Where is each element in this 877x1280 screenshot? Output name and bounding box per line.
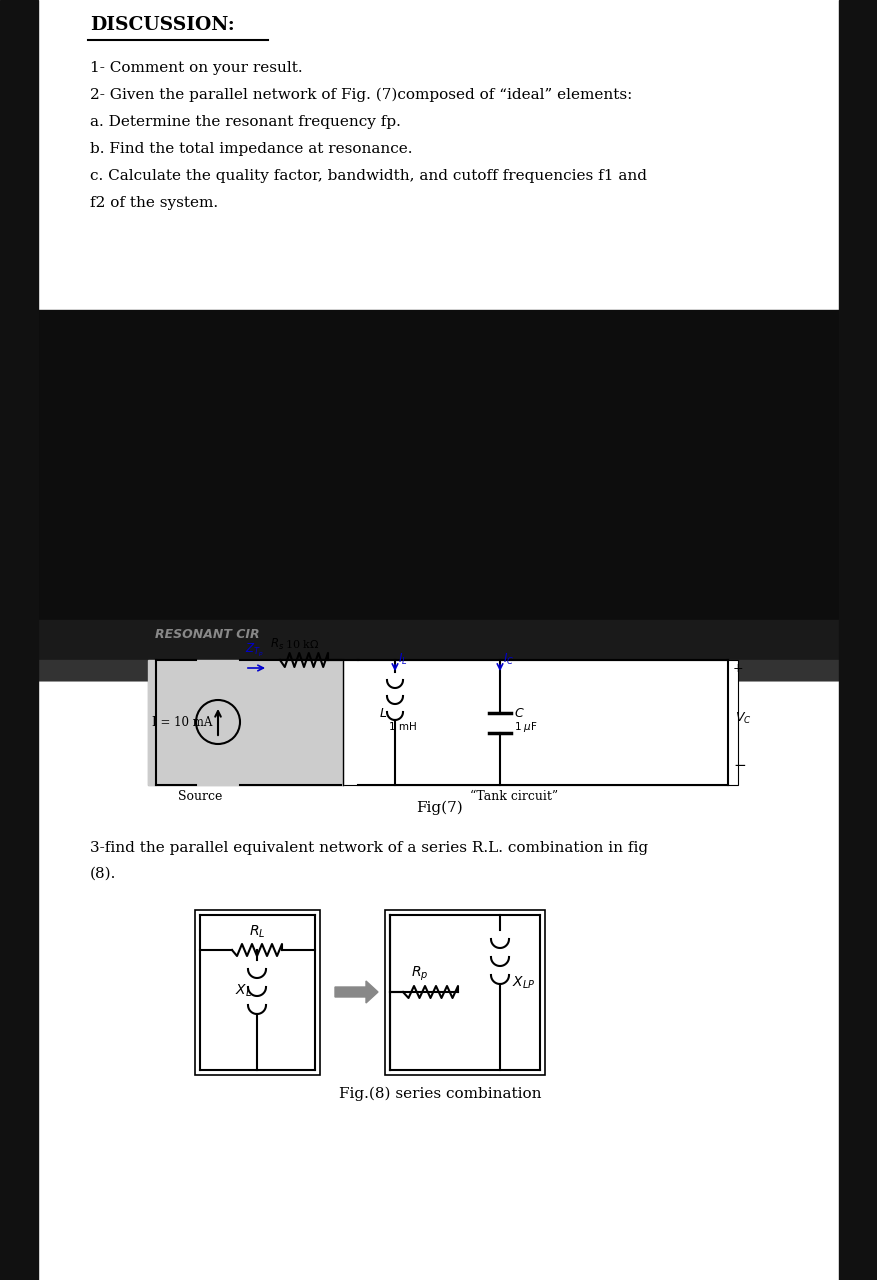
Text: −: − xyxy=(733,758,745,773)
Bar xyxy=(148,660,343,785)
Text: Fig(7): Fig(7) xyxy=(417,800,463,815)
Text: “Tank circuit”: “Tank circuit” xyxy=(470,790,558,803)
Text: 1 mH: 1 mH xyxy=(389,722,417,732)
Text: $R_p$: $R_p$ xyxy=(411,965,428,983)
Text: $R_s$: $R_s$ xyxy=(270,637,284,652)
Text: $X_L$: $X_L$ xyxy=(235,983,252,1000)
Text: 1- Comment on your result.: 1- Comment on your result. xyxy=(90,61,303,76)
Text: $V_C$: $V_C$ xyxy=(735,710,752,726)
Text: Source: Source xyxy=(178,790,223,803)
Bar xyxy=(38,310,839,680)
FancyArrow shape xyxy=(335,980,378,1004)
Text: c. Calculate the quality factor, bandwidth, and cutoff frequencies f1 and: c. Calculate the quality factor, bandwid… xyxy=(90,169,647,183)
Text: +: + xyxy=(733,662,744,675)
Text: $Z_{T_p}$: $Z_{T_p}$ xyxy=(245,641,264,659)
Bar xyxy=(839,0,877,1280)
Text: Fig.(8) series combination: Fig.(8) series combination xyxy=(339,1087,541,1101)
Text: b. Find the total impedance at resonance.: b. Find the total impedance at resonance… xyxy=(90,142,412,156)
Text: 2- Given the parallel network of Fig. (7)composed of “ideal” elements:: 2- Given the parallel network of Fig. (7… xyxy=(90,87,632,102)
Text: I = 10 mA: I = 10 mA xyxy=(152,716,212,728)
Text: f2 of the system.: f2 of the system. xyxy=(90,196,218,210)
Text: $R_L$: $R_L$ xyxy=(249,924,266,941)
Text: $I_L$: $I_L$ xyxy=(398,652,408,667)
Text: $L$: $L$ xyxy=(379,707,388,719)
Bar xyxy=(0,0,38,1280)
Bar xyxy=(38,660,839,680)
Text: $X_{LP}$: $X_{LP}$ xyxy=(512,975,535,992)
Bar xyxy=(148,660,738,785)
Bar xyxy=(385,910,545,1075)
Bar xyxy=(195,910,320,1075)
Text: $C$: $C$ xyxy=(514,707,524,719)
Text: 1 $\mu$F: 1 $\mu$F xyxy=(514,719,538,733)
Text: a. Determine the resonant frequency fp.: a. Determine the resonant frequency fp. xyxy=(90,115,401,129)
Text: RESONANT CIR: RESONANT CIR xyxy=(155,628,260,641)
Bar xyxy=(38,620,839,680)
Text: 3-find the parallel equivalent network of a series R.L. combination in fig: 3-find the parallel equivalent network o… xyxy=(90,841,648,855)
Text: (8).: (8). xyxy=(90,867,117,881)
Text: $I_C$: $I_C$ xyxy=(503,652,514,667)
Text: 10 k$\Omega$: 10 k$\Omega$ xyxy=(285,637,319,650)
Text: DISCUSSION:: DISCUSSION: xyxy=(90,17,235,35)
